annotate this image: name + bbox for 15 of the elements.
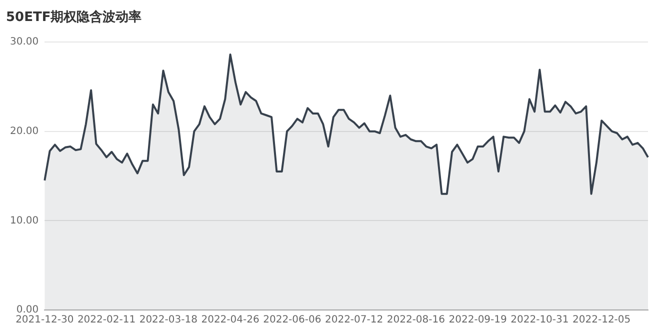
x-tick-label: 2022-07-12 [324, 314, 384, 326]
y-tick-label: 30.00 [10, 36, 39, 48]
y-tick-label: 20.00 [10, 126, 39, 137]
x-tick-label: 2022-02-11 [77, 314, 136, 326]
x-tick-label: 2021-12-30 [16, 314, 74, 326]
x-tick-label: 2022-12-05 [572, 314, 631, 326]
y-tick-label: 10.00 [10, 215, 39, 226]
x-tick-label: 2022-06-06 [263, 314, 322, 326]
x-tick-label: 2022-03-18 [139, 314, 198, 326]
y-tick-label: 0.00 [16, 304, 39, 316]
x-tick-label: 2022-04-26 [201, 314, 260, 326]
x-tick-label: 2022-08-16 [386, 314, 445, 326]
x-tick-label: 2022-09-19 [448, 314, 507, 326]
x-tick-label: 2022-10-31 [510, 314, 569, 326]
chart-title: 50ETF期权隐含波动率 [6, 8, 142, 26]
